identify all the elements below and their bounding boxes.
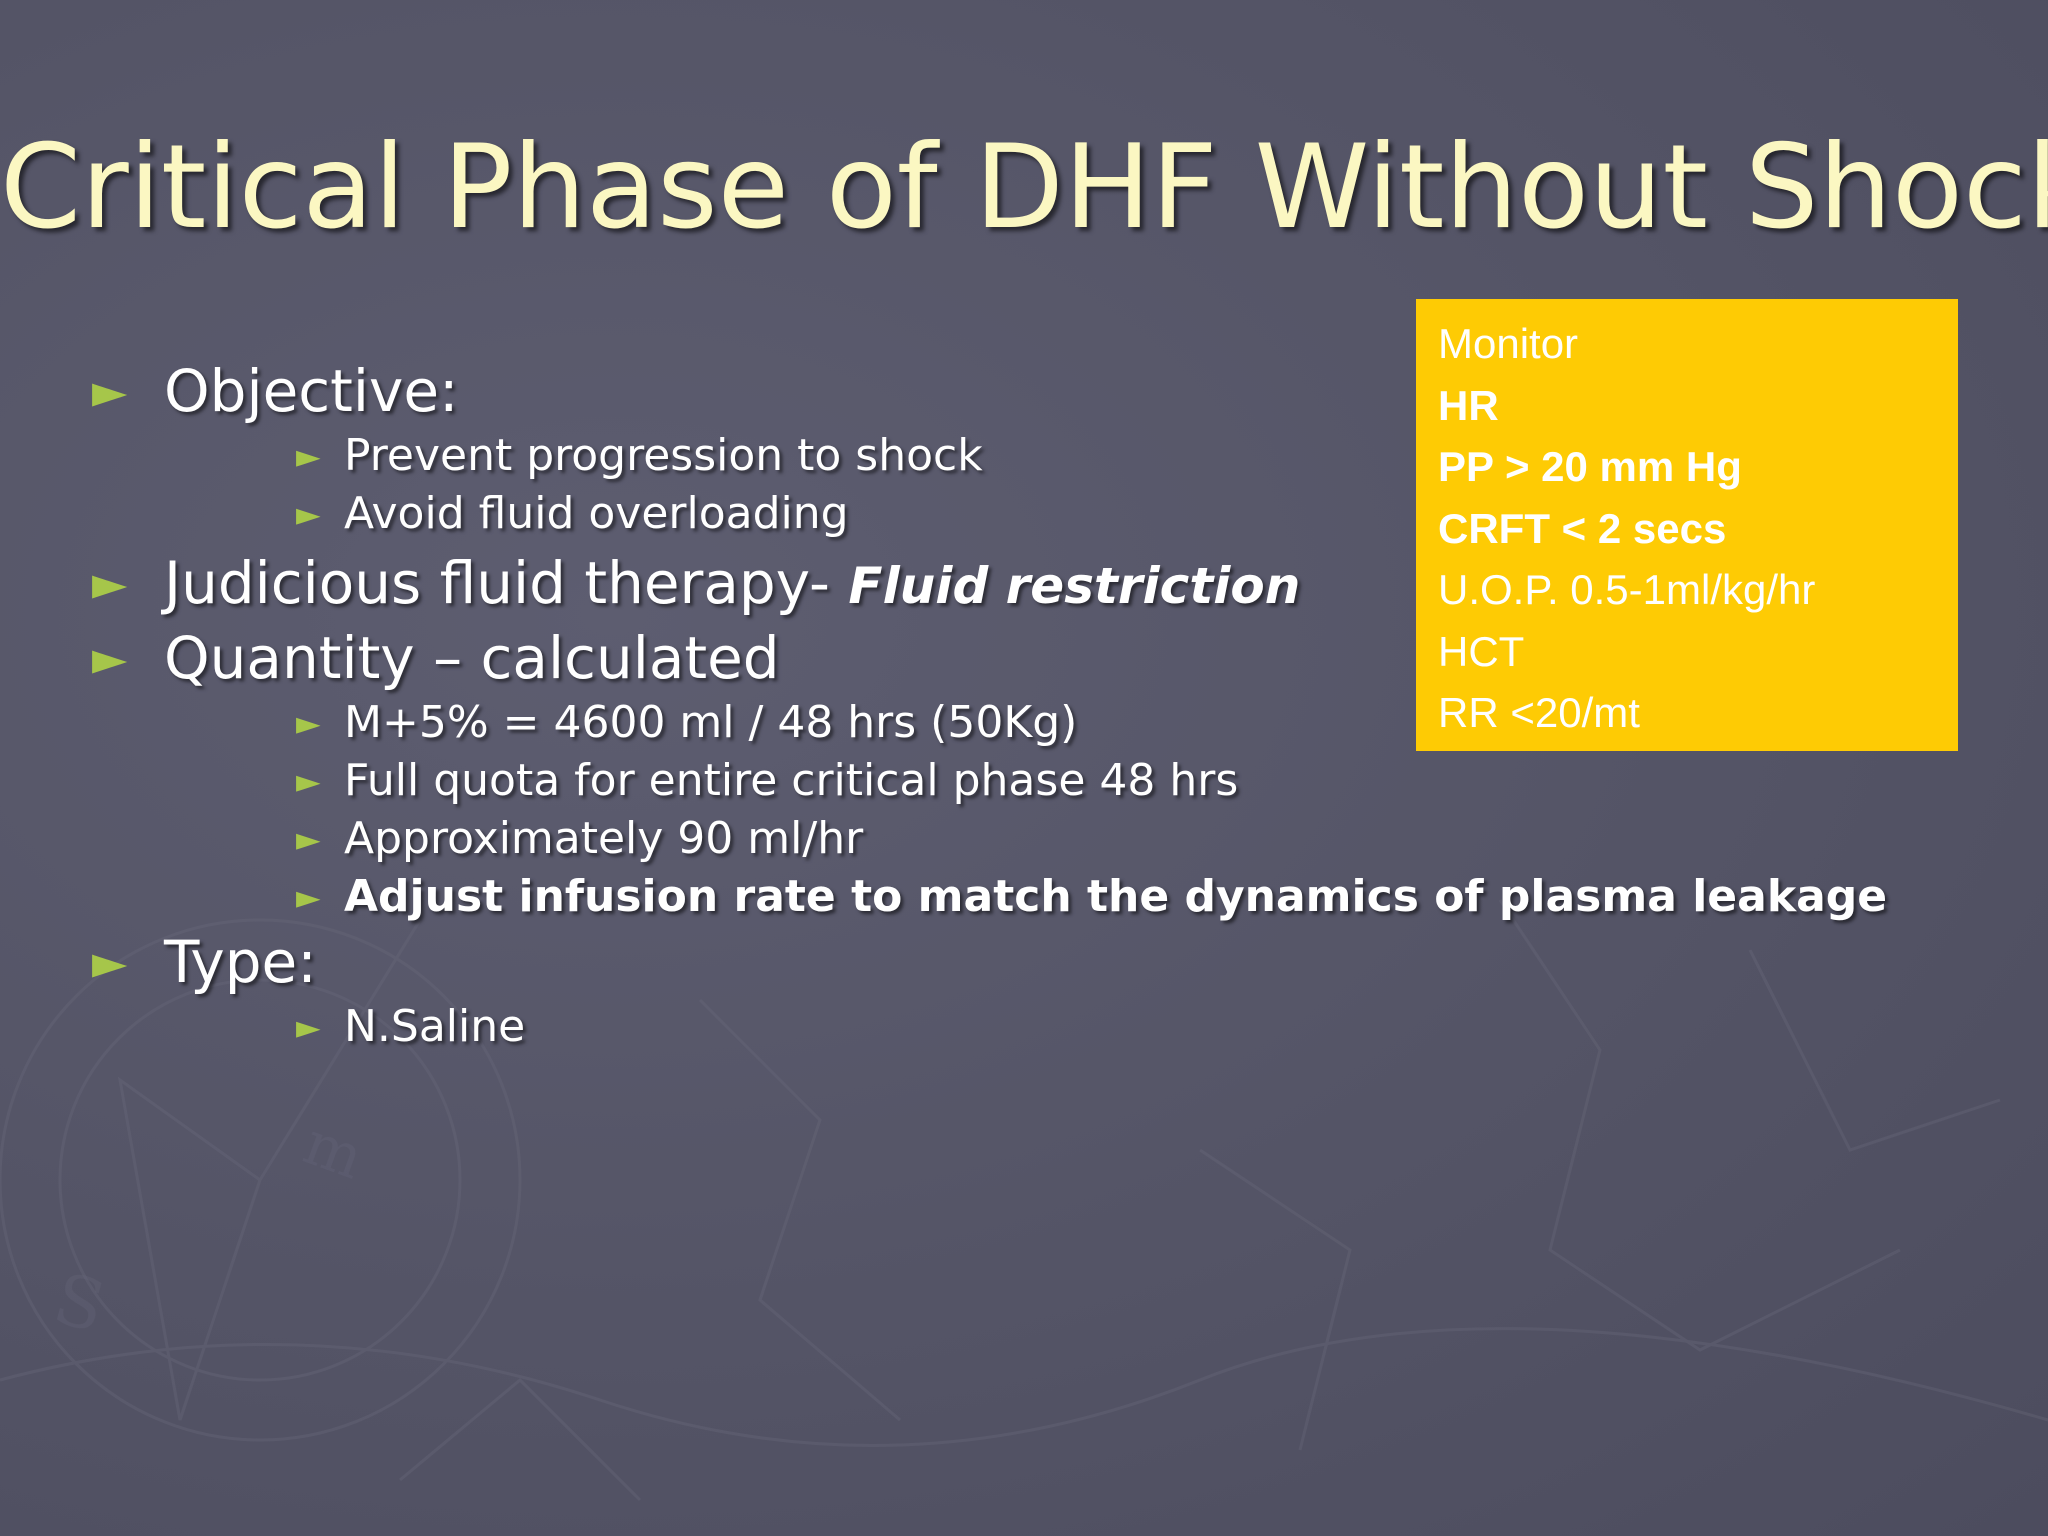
sub-bullet-prevent-shock: ► Prevent progression to shock [296,427,1912,485]
triangle-bullet-icon: ► [296,704,321,742]
triangle-bullet-icon: ► [92,364,128,418]
monitor-heading: Monitor [1438,320,1579,367]
monitor-crft: CRFT < 2 secs [1438,504,1727,552]
sub-bullet-full-quota: ► Full quota for entire critical phase 4… [296,752,1912,810]
sub-bullet-approx-rate: ► Approximately 90 ml/hr [296,810,1912,868]
triangle-bullet-icon: ► [92,631,128,685]
fluid-restriction-emphasis: Fluid restriction [848,557,1301,615]
monitor-rr: RR <20/mt [1438,689,1640,736]
triangle-bullet-icon: ► [296,437,321,475]
triangle-bullet-icon: ► [296,762,321,800]
type-label: Type: [164,928,317,996]
sub-bullet-text: Full quota for entire critical phase 48 … [344,755,1239,806]
triangle-bullet-icon: ► [296,495,321,533]
triangle-bullet-icon: ► [296,878,321,916]
sub-bullet-adjust-infusion: ► Adjust infusion rate to match the dyna… [296,868,1912,926]
quantity-label: Quantity – calculated [164,624,780,692]
sub-bullet-text: M+5% = 4600 ml / 48 hrs (50Kg) [344,697,1078,748]
sub-bullet-text: Approximately 90 ml/hr [344,813,864,864]
bullet-judicious: ► Judicious fluid therapy- Fluid restric… [92,547,1912,622]
bullet-list: ► Objective: ► Prevent progression to sh… [92,355,1912,1056]
bullet-quantity: ► Quantity – calculated [92,622,1912,694]
sub-bullet-maintenance: ► M+5% = 4600 ml / 48 hrs (50Kg) [296,694,1912,752]
monitor-pp: PP > 20 mm Hg [1438,443,1742,490]
monitor-uop: U.O.P. 0.5-1ml/kg/hr [1438,566,1816,613]
bullet-type: ► Type: [92,926,1912,998]
svg-text:S: S [46,1257,114,1349]
triangle-bullet-icon: ► [92,556,128,610]
sub-bullet-avoid-overload: ► Avoid fluid overloading [296,485,1912,543]
monitor-callout-box: Monitor HR PP > 20 mm Hg CRFT < 2 secs U… [1416,299,1958,751]
bullet-objective: ► Objective: [92,355,1912,427]
sub-bullet-text: Adjust infusion rate to match the dynami… [344,871,1888,922]
triangle-bullet-icon: ► [296,820,321,858]
monitor-hr: HR [1438,381,1499,429]
sub-bullet-text: Prevent progression to shock [344,430,983,481]
sub-bullet-saline: ► N.Saline [296,998,1912,1056]
triangle-bullet-icon: ► [296,1008,321,1046]
judicious-label: Judicious fluid therapy- [164,549,830,617]
monitor-hct: HCT [1438,627,1525,675]
sub-bullet-text: Avoid fluid overloading [344,488,849,539]
objective-label: Objective: [164,357,459,425]
sub-bullet-text: N.Saline [344,1001,526,1052]
triangle-bullet-icon: ► [92,935,128,989]
svg-text:m: m [295,1108,372,1193]
slide-title: Critical Phase of DHF Without Shock [0,120,2048,255]
